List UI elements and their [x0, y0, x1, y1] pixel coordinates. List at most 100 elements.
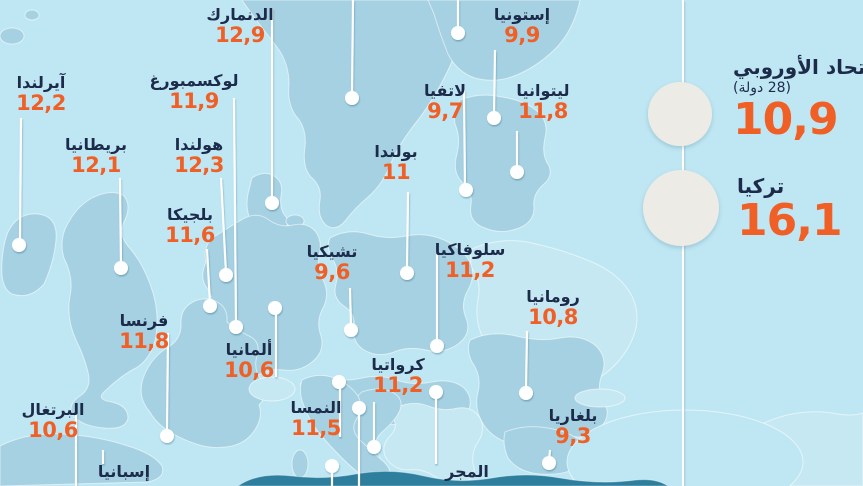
country-value: 12,2 — [16, 90, 66, 115]
country-label-belgium: بلجيكا 11,6 — [165, 206, 215, 247]
country-name: لاتفيا — [424, 81, 466, 100]
country-value: 12,3 — [174, 152, 224, 177]
map-dot-bulgaria — [542, 456, 556, 470]
country-name: الدنمارك — [206, 5, 274, 24]
country-label-portugal: البرتغال 10,6 — [22, 401, 85, 442]
country-label-czechia: تشيكيا 9,6 — [307, 243, 358, 284]
map-dot-hungary — [429, 385, 443, 399]
country-name: بولندا — [374, 142, 418, 161]
country-name: ليتوانيا — [516, 81, 570, 100]
map-dot-south-2 — [325, 459, 339, 473]
country-label-denmark: الدنمارك 12,9 — [206, 6, 273, 47]
country-value: 11,8 — [119, 328, 169, 353]
country-label-romania: رومانيا 10,8 — [526, 288, 580, 329]
land-finland — [427, 0, 581, 81]
summary-circles-group — [643, 82, 719, 246]
land-switzerland — [248, 376, 296, 402]
land-isle-north-1 — [0, 27, 25, 45]
leader-line-belgium — [205, 248, 212, 305]
map-dot-romania — [519, 386, 533, 400]
country-value: 10,8 — [528, 304, 578, 329]
country-value: 9,3 — [555, 423, 591, 448]
country-label-bulgaria: بلغاريا 9,3 — [549, 407, 598, 448]
country-label-slovakia: سلوفاكيا 11,2 — [435, 241, 506, 282]
country-label-luxembourg: لوكسمبورغ 11,9 — [149, 72, 238, 113]
map-dot-ireland — [12, 238, 26, 252]
country-label-ireland: آيرلندا 12,2 — [16, 74, 66, 115]
map-dot-denmark — [265, 196, 279, 210]
leader-line-latvia — [462, 89, 467, 189]
land-britain — [61, 192, 158, 429]
map-dot-germany — [268, 301, 282, 315]
country-name: رومانيا — [526, 287, 580, 306]
map-dot-lithuania — [510, 165, 524, 179]
country-label-netherlands: هولندا 12,3 — [174, 136, 224, 177]
map-dot-north-2 — [451, 26, 465, 40]
leader-line-estonia — [492, 49, 497, 117]
country-label-croatia: كرواتيا 11,2 — [371, 356, 424, 397]
leader-lines-group — [12, 0, 685, 486]
eu-subtitle: (28 دولة) — [733, 80, 791, 96]
country-label-latvia: لاتفيا 9,7 — [424, 82, 466, 123]
eu-value: 10,9 — [733, 94, 839, 146]
land-sardinia — [291, 449, 309, 479]
country-name: إستونيا — [493, 5, 551, 24]
leader-line-ireland — [18, 117, 23, 244]
country-name: المجر — [445, 462, 489, 481]
country-name: آيرلندا — [16, 73, 66, 92]
land-france — [140, 298, 266, 449]
country-label-estonia: إستونيا 9,9 — [494, 6, 550, 47]
map-dot-britain — [114, 261, 128, 275]
country-value: 9,6 — [314, 259, 350, 284]
country-label-germany: ألمانيا 10,6 — [224, 341, 274, 382]
country-name: البرتغال — [21, 400, 85, 419]
map-dot-south-1 — [352, 401, 366, 415]
map-dot-latvia — [459, 183, 473, 197]
country-value: 11,6 — [165, 222, 215, 247]
country-name: بريطانيا — [64, 135, 128, 154]
country-value: 9,7 — [427, 98, 463, 123]
country-name: بلجيكا — [167, 205, 213, 224]
eu-title: الاتحاد الأوروبي — [733, 55, 863, 79]
country-name: ألمانيا — [225, 340, 273, 359]
country-value: 9,9 — [504, 22, 540, 47]
country-name: إسبانيا — [97, 462, 151, 481]
land-iberia — [0, 433, 164, 486]
country-value: 11,8 — [518, 98, 568, 123]
map-dot-poland — [400, 266, 414, 280]
leader-line-romania — [524, 330, 529, 392]
country-label-austria: النمسا 11,5 — [290, 399, 341, 440]
map-dot-north-1 — [345, 91, 359, 105]
leader-line-luxembourg — [232, 97, 238, 326]
map-dot-croatia — [367, 440, 381, 454]
eu-summary-panel: الاتحاد الأوروبي (28 دولة) 10,9 — [733, 56, 863, 143]
land-baltics — [454, 94, 551, 232]
country-name: لوكسمبورغ — [149, 71, 239, 90]
leader-line-poland — [405, 191, 410, 272]
country-value: 11,9 — [169, 88, 219, 113]
country-name: تشيكيا — [306, 242, 358, 261]
land-balkans — [383, 402, 484, 483]
land-turkey-highlight — [237, 470, 669, 486]
country-label-france: فرنسا 11,8 — [119, 312, 169, 353]
leader-line-netherlands — [219, 177, 228, 274]
country-value: 11,2 — [445, 257, 495, 282]
country-label-poland: بولندا 11 — [374, 143, 417, 184]
leader-line-north-1 — [350, 0, 355, 97]
map-dot-belgium — [203, 299, 217, 313]
country-name: النمسا — [290, 398, 342, 417]
country-name: بلغاريا — [548, 406, 598, 425]
country-name: هولندا — [174, 135, 224, 154]
country-name: سلوفاكيا — [434, 240, 506, 259]
turkey-circle — [643, 170, 719, 246]
country-value: 11,5 — [291, 415, 341, 440]
country-label-britain: بريطانيا 12,1 — [65, 136, 127, 177]
country-value: 11,2 — [373, 372, 423, 397]
leader-line-france — [165, 332, 170, 435]
country-label-spain: إسبانيا — [98, 463, 150, 481]
leader-line-czechia — [348, 287, 353, 329]
map-dot-austria — [332, 375, 346, 389]
map-dot-estonia — [487, 111, 501, 125]
